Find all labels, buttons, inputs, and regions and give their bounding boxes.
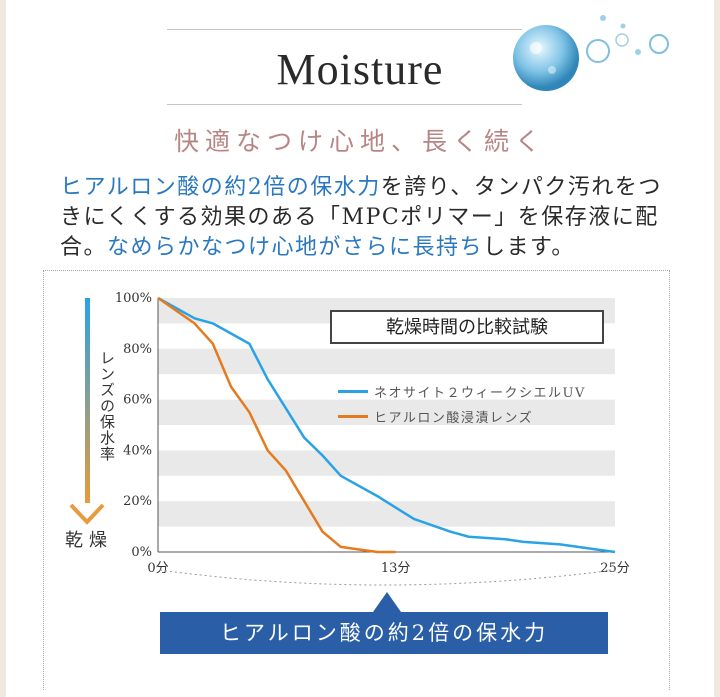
legend-swatch-blue (338, 390, 368, 393)
grid-band (158, 399, 615, 425)
x-tick-label: 13分 (381, 561, 411, 576)
series-line-1 (157, 296, 616, 554)
y-tick-label: 80% (123, 342, 152, 357)
y-tick-label: 60% (123, 393, 152, 408)
x-tick-label: 0分 (147, 561, 168, 576)
gradient-down-arrow-icon (69, 298, 105, 525)
grid-band (158, 348, 615, 375)
description-text-1: を誇り、タンパク汚れをつきにくくする効果のある「MPCポリマー」を保存液に配合。 (60, 175, 662, 260)
chart-title: 乾燥時間の比較試験 (330, 310, 604, 344)
series-line-2 (157, 296, 396, 554)
grid-band (158, 450, 615, 476)
dry-label: 乾燥 (65, 530, 113, 551)
banner: ヒアルロン酸の約2倍の保水力 (160, 612, 608, 654)
description-highlight-1: ヒアルロン酸の約2倍の保水力 (60, 175, 381, 200)
banner-pointer (373, 592, 401, 612)
y-tick-label: 20% (123, 494, 152, 509)
description-paragraph: ヒアルロン酸の約2倍の保水力を誇り、タンパク汚れをつきにくくする効果のある「MP… (60, 173, 670, 263)
legend-swatch-orange (338, 415, 368, 418)
y-tick-label: 0% (131, 545, 152, 560)
subtitle: 快適なつけ心地、長く続く (173, 127, 546, 156)
y-axis-label: レンズの保水率 (98, 350, 116, 462)
description-text-2: します。 (483, 235, 575, 260)
small-bubble (649, 34, 669, 54)
description-highlight-2: なめらかなつけ心地がさらに長持ち (107, 235, 484, 260)
y-tick-label: 100% (115, 291, 152, 306)
y-tick-label: 40% (123, 443, 152, 458)
legend-label-orange: ヒアルロン酸浸漬レンズ (374, 411, 534, 426)
page-title: Moisture (276, 45, 444, 94)
large-bubble (513, 25, 579, 91)
x-tick-label: 25分 (600, 561, 630, 576)
x-axis-curve (159, 569, 616, 586)
medium-bubble (586, 39, 610, 63)
grid-band (158, 501, 615, 527)
chart-dotted-frame (43, 270, 670, 690)
title-bottom-rule (167, 104, 522, 105)
legend-label-blue: ネオサイト２ウィークシエルUV (374, 386, 586, 401)
title-top-rule (167, 29, 522, 30)
